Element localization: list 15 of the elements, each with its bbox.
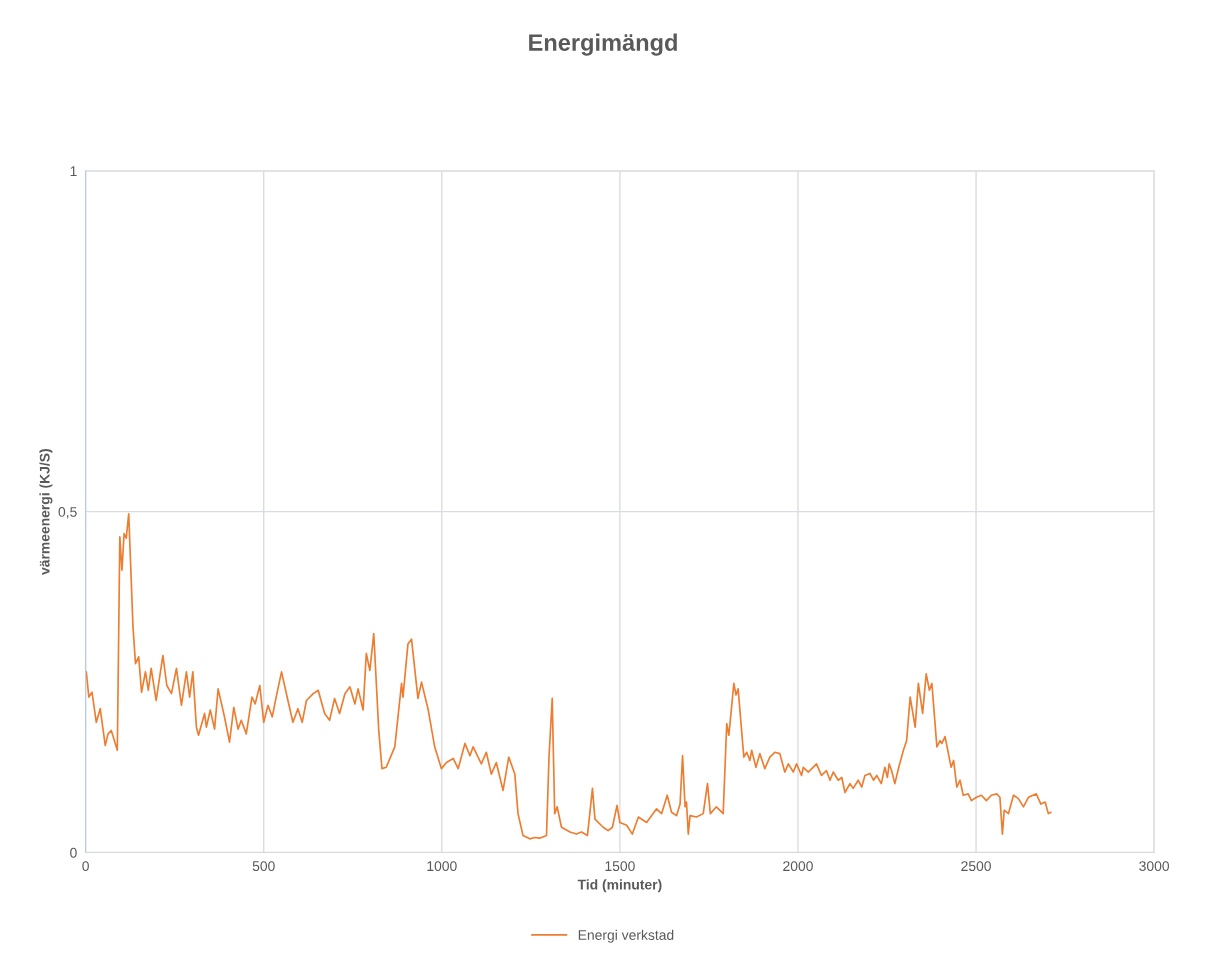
y-tick-label: 0,5 (58, 507, 77, 519)
y-axis-title: värmeenergi (KJ/S) (39, 449, 53, 575)
x-tick-label: 1500 (605, 861, 635, 872)
x-tick-label: 2000 (783, 861, 813, 872)
chart-title: Energimängd (529, 33, 677, 56)
legend-label: Energi verkstad (578, 929, 674, 943)
x-axis-title: Tid (minuter) (577, 879, 662, 893)
x-tick-label: 500 (252, 861, 275, 872)
x-tick-label: 1000 (427, 861, 457, 872)
x-tick-label: 3000 (1139, 861, 1170, 872)
y-tick-label: 1 (70, 166, 77, 176)
line-series (85, 512, 1052, 840)
y-tick-label: 0 (70, 847, 77, 858)
x-tick-label: 0 (82, 861, 89, 872)
x-tick-label: 2500 (961, 861, 991, 872)
